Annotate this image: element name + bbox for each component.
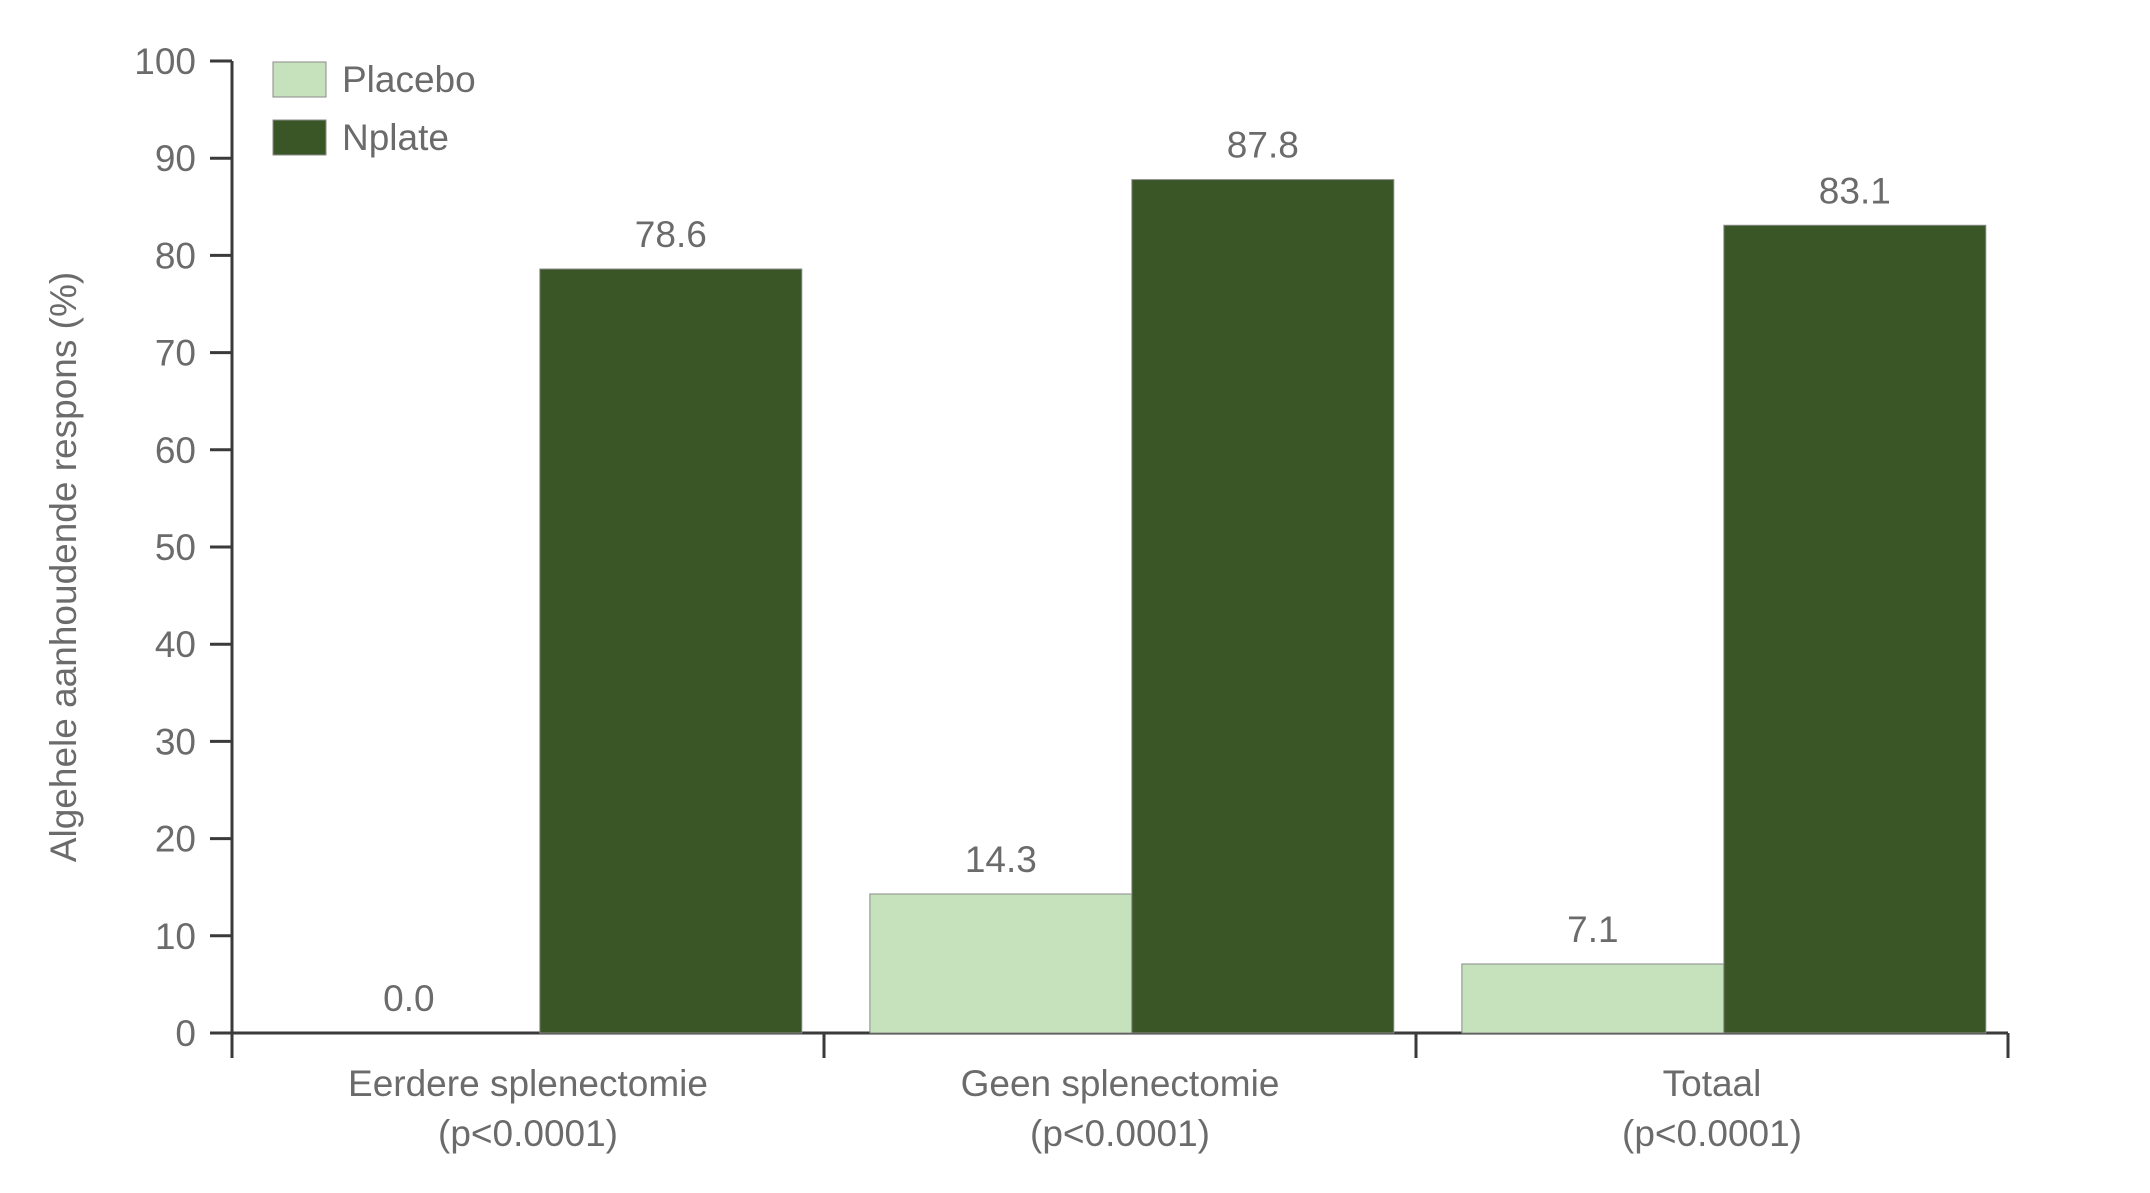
x-axis <box>230 1031 2010 1058</box>
value-label-placebo-2: 7.1 <box>1567 909 1618 950</box>
value-labels: 0.0 78.6 14.3 87.8 7.1 83.1 <box>383 125 1891 1019</box>
y-tick-label: 0 <box>175 1013 196 1054</box>
bar-placebo-1 <box>869 893 1133 1034</box>
legend-swatch-placebo <box>272 61 327 98</box>
y-tick-label: 100 <box>134 41 196 82</box>
category-sublabel: (p<0.0001) <box>1622 1113 1802 1154</box>
value-label-placebo-1: 14.3 <box>965 839 1037 880</box>
y-tick-label: 60 <box>155 430 196 471</box>
value-label-nplate-0: 78.6 <box>635 214 707 255</box>
category-label: Geen splenectomie <box>961 1063 1280 1104</box>
y-tick-label: 30 <box>155 721 196 762</box>
y-axis-title: Algehele aanhoudende respons (%) <box>43 272 84 862</box>
y-tick-label: 90 <box>155 138 196 179</box>
y-tick-label: 80 <box>155 235 196 276</box>
value-label-nplate-2: 83.1 <box>1819 170 1891 211</box>
bar-nplate-0 <box>539 268 803 1034</box>
y-tick-label: 70 <box>155 333 196 374</box>
legend-swatch-nplate <box>272 119 327 156</box>
category-label: Totaal <box>1663 1063 1762 1104</box>
category-sublabel: (p<0.0001) <box>1030 1113 1210 1154</box>
category-label: Eerdere splenectomie <box>348 1063 708 1104</box>
category-sublabel: (p<0.0001) <box>438 1113 618 1154</box>
bar-placebo-2 <box>1461 963 1725 1034</box>
value-label-placebo-0: 0.0 <box>383 978 434 1019</box>
category-labels: Eerdere splenectomie (p<0.0001) Geen splen… <box>348 1063 1802 1154</box>
y-axis: 0 10 20 30 40 50 60 70 80 90 100 <box>134 41 234 1054</box>
y-tick-label: 20 <box>155 819 196 860</box>
legend-label-nplate: Nplate <box>342 117 449 158</box>
y-tick-label: 40 <box>155 624 196 665</box>
legend-label-placebo: Placebo <box>342 59 476 100</box>
bars <box>539 179 1987 1034</box>
y-tick-label: 50 <box>155 527 196 568</box>
bar-nplate-1 <box>1131 179 1395 1034</box>
value-label-nplate-1: 87.8 <box>1227 125 1299 166</box>
y-tick-label: 10 <box>155 916 196 957</box>
legend: Placebo Nplate <box>272 59 476 158</box>
bar-nplate-2 <box>1723 224 1987 1034</box>
